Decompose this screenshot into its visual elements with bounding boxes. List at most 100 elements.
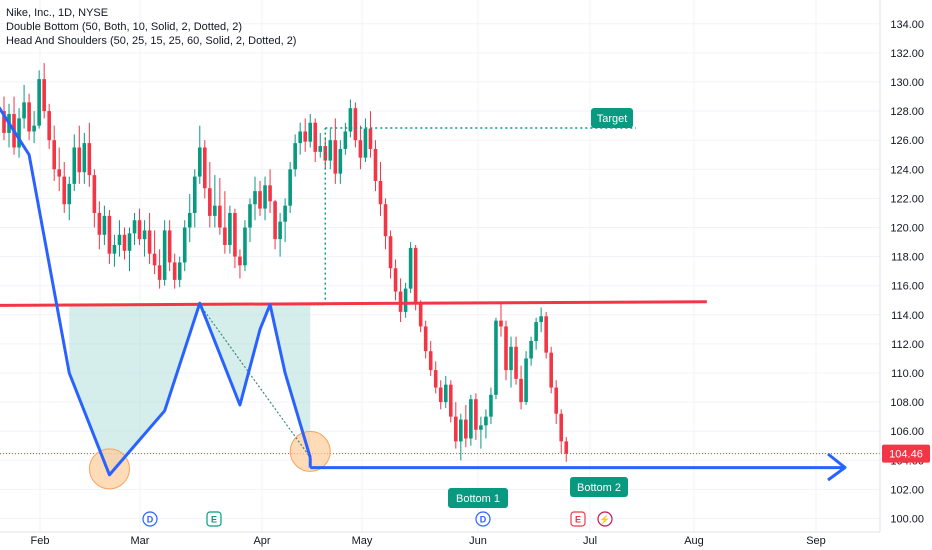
y-tick-label: 120.00: [890, 223, 924, 235]
bottom-1-label-box: [448, 488, 508, 508]
candle-body: [378, 180, 383, 205]
candle-body: [87, 143, 92, 176]
candle-body: [42, 79, 46, 112]
candle-body: [519, 378, 523, 403]
bottom-marker-circle: [88, 448, 130, 490]
candle-body: [233, 212, 237, 257]
candle-body: [112, 244, 117, 254]
candle-body: [489, 394, 493, 417]
dividend-event-label: D: [480, 515, 487, 525]
bottom-2-label-box: [570, 477, 628, 497]
target-label: Target: [597, 113, 628, 125]
candle-body: [358, 140, 363, 158]
legend-head-and-shoulders[interactable]: Head And Shoulders (50, 25, 15, 25, 60, …: [6, 35, 297, 47]
target-label-box: [591, 108, 633, 128]
candle-body: [268, 185, 272, 202]
candle-body: [228, 212, 232, 245]
candle-body: [464, 419, 468, 439]
candle-body: [509, 346, 513, 371]
candle-body: [423, 326, 428, 352]
candle-body: [554, 387, 558, 414]
candle-body: [303, 131, 307, 142]
grid-layer: [0, 0, 880, 532]
candle-body: [47, 111, 51, 141]
candle-body: [363, 128, 368, 158]
candle-body: [162, 230, 167, 280]
candle-body: [122, 234, 127, 251]
dividend-event-icon: [475, 511, 491, 527]
candle-body: [494, 320, 498, 395]
candle-body: [333, 140, 338, 174]
y-tick-label: 112.00: [891, 339, 924, 351]
y-tick-label: 106.00: [890, 426, 924, 438]
neckline: [0, 300, 707, 307]
candle-body: [32, 125, 36, 132]
last-price-tag: [882, 444, 930, 463]
candle-body: [308, 122, 313, 142]
earnings-event-icon: [206, 511, 222, 527]
candle-body: [544, 316, 548, 353]
candle-body: [27, 102, 31, 132]
candle-body: [203, 147, 207, 189]
candle-body: [142, 230, 147, 240]
candle-body: [238, 256, 242, 266]
y-tick-label: 114.00: [891, 310, 924, 322]
candle-body: [52, 140, 56, 170]
candle-body: [413, 247, 418, 304]
x-tick-label: Apr: [253, 535, 270, 547]
candle-body: [524, 358, 528, 403]
candle-body: [438, 387, 443, 403]
pattern-dotted-diagonal: [199, 304, 311, 458]
candle-body: [293, 143, 297, 170]
candle-body: [172, 262, 177, 280]
candle-body: [398, 291, 403, 312]
dividend-event-label: D: [147, 515, 154, 525]
y-tick-label: 108.00: [890, 397, 924, 409]
pattern-fill-area: [69, 303, 200, 475]
candle-body: [167, 230, 172, 263]
candle-body: [484, 416, 488, 426]
x-tick-label: Jun: [469, 535, 487, 547]
candle-body: [152, 253, 157, 266]
candle-body: [2, 111, 6, 133]
candle-body: [564, 441, 569, 454]
candle-body: [388, 236, 393, 269]
candle-body: [72, 147, 77, 184]
x-tick-label: Sep: [806, 535, 826, 547]
candle-body: [559, 413, 564, 442]
candle-body: [213, 205, 217, 216]
candle-body: [223, 227, 227, 245]
y-tick-label: 122.00: [890, 193, 924, 205]
candle-body: [117, 234, 122, 245]
candle-body: [348, 108, 353, 132]
candle-body: [469, 399, 473, 439]
candle-body: [549, 352, 553, 388]
split-event-icon: [597, 511, 613, 527]
y-tick-label: 134.00: [890, 19, 924, 31]
y-tick-label: 110.00: [891, 368, 924, 380]
candle-body: [408, 247, 413, 289]
candle-body: [504, 326, 508, 371]
legend-double-bottom[interactable]: Double Bottom (50, Both, 10, Solid, 2, D…: [6, 21, 243, 33]
candle-body: [418, 303, 423, 327]
candle-body: [177, 262, 182, 280]
x-tick-label: Feb: [31, 535, 50, 547]
candle-body: [283, 205, 287, 222]
candle-body: [479, 425, 483, 430]
candle-body: [368, 128, 373, 149]
candle-body: [82, 143, 87, 173]
candle-body: [428, 351, 433, 371]
candle-body: [62, 176, 67, 205]
candle-body: [107, 215, 112, 254]
candle-body: [328, 140, 333, 161]
candle-body: [22, 102, 26, 119]
label-layer: Target Bottom 1 Bottom 2 104.46 D E D E ⚡: [142, 108, 930, 527]
x-tick-label: Jul: [583, 535, 597, 547]
candle-body: [313, 122, 318, 152]
candle-body: [288, 169, 292, 206]
candle-body: [197, 147, 202, 177]
candle-body: [102, 215, 107, 235]
